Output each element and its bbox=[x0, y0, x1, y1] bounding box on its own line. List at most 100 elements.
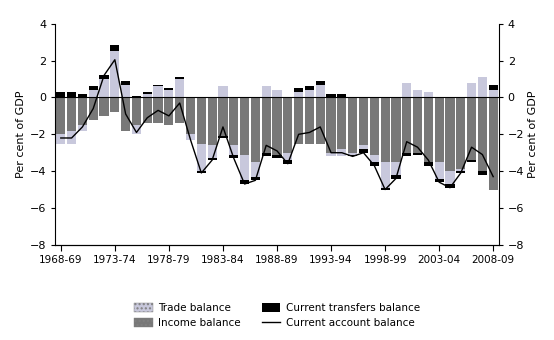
Bar bbox=[56, 98, 65, 134]
Bar bbox=[240, 98, 249, 155]
Bar bbox=[240, 180, 249, 184]
Bar bbox=[316, 81, 325, 85]
Bar bbox=[359, 149, 368, 153]
Bar bbox=[348, 153, 357, 155]
Bar bbox=[337, 98, 346, 149]
Bar bbox=[305, 86, 314, 90]
Bar bbox=[391, 98, 401, 162]
Bar bbox=[100, 98, 109, 116]
Y-axis label: Per cent of GDP: Per cent of GDP bbox=[529, 90, 538, 178]
Bar bbox=[143, 92, 152, 94]
Bar bbox=[413, 153, 422, 155]
Bar bbox=[197, 143, 206, 171]
Bar bbox=[381, 98, 389, 162]
Bar bbox=[326, 153, 336, 156]
Bar bbox=[434, 98, 444, 162]
Bar bbox=[132, 96, 141, 98]
Bar bbox=[132, 125, 141, 134]
Bar bbox=[89, 98, 98, 120]
Bar bbox=[402, 153, 411, 156]
Bar bbox=[348, 98, 357, 153]
Bar bbox=[445, 171, 454, 184]
Bar bbox=[326, 94, 336, 98]
Bar bbox=[294, 92, 303, 98]
Bar bbox=[165, 98, 173, 125]
Bar bbox=[218, 136, 228, 138]
Legend: Trade balance, Income balance, Current transfers balance, Current account balanc: Trade balance, Income balance, Current t… bbox=[134, 303, 420, 328]
Bar bbox=[381, 162, 389, 188]
Bar bbox=[294, 88, 303, 92]
Bar bbox=[218, 98, 228, 136]
Bar bbox=[175, 98, 184, 123]
Bar bbox=[456, 171, 465, 173]
Bar bbox=[251, 98, 260, 162]
Bar bbox=[110, 51, 120, 98]
Bar bbox=[110, 45, 120, 51]
Bar bbox=[381, 188, 389, 190]
Bar bbox=[78, 125, 87, 131]
Bar bbox=[402, 98, 411, 153]
Bar bbox=[100, 75, 109, 79]
Y-axis label: Per cent of GDP: Per cent of GDP bbox=[16, 90, 25, 178]
Bar bbox=[153, 98, 163, 123]
Bar bbox=[283, 160, 293, 164]
Bar bbox=[413, 98, 422, 153]
Bar bbox=[143, 98, 152, 123]
Bar bbox=[100, 79, 109, 98]
Bar bbox=[283, 98, 293, 153]
Bar bbox=[467, 98, 476, 160]
Bar bbox=[89, 90, 98, 98]
Bar bbox=[370, 155, 379, 162]
Bar bbox=[132, 98, 141, 125]
Bar bbox=[208, 146, 217, 158]
Bar bbox=[305, 98, 314, 143]
Bar bbox=[337, 149, 346, 156]
Bar bbox=[337, 94, 346, 98]
Bar bbox=[110, 98, 120, 112]
Bar bbox=[208, 98, 217, 146]
Bar bbox=[186, 98, 195, 134]
Bar bbox=[402, 83, 411, 98]
Bar bbox=[467, 160, 476, 162]
Bar bbox=[456, 169, 465, 171]
Bar bbox=[326, 98, 336, 153]
Bar bbox=[121, 98, 130, 131]
Bar bbox=[261, 153, 271, 156]
Bar bbox=[316, 98, 325, 143]
Bar bbox=[489, 90, 498, 98]
Bar bbox=[445, 98, 454, 171]
Bar bbox=[283, 153, 293, 160]
Bar bbox=[434, 162, 444, 179]
Bar bbox=[478, 77, 487, 98]
Bar bbox=[121, 81, 130, 85]
Bar bbox=[229, 155, 238, 158]
Bar bbox=[78, 98, 87, 125]
Bar bbox=[56, 92, 65, 98]
Bar bbox=[413, 90, 422, 98]
Bar bbox=[348, 155, 357, 156]
Bar bbox=[121, 85, 130, 98]
Bar bbox=[261, 98, 271, 153]
Bar bbox=[391, 162, 401, 175]
Bar bbox=[370, 98, 379, 155]
Bar bbox=[175, 79, 184, 98]
Bar bbox=[153, 85, 163, 86]
Bar bbox=[359, 146, 368, 149]
Bar bbox=[143, 94, 152, 98]
Bar bbox=[175, 77, 184, 79]
Bar bbox=[208, 158, 217, 160]
Bar bbox=[467, 83, 476, 98]
Bar bbox=[445, 184, 454, 188]
Bar bbox=[251, 162, 260, 177]
Bar bbox=[370, 162, 379, 166]
Bar bbox=[489, 98, 498, 190]
Bar bbox=[240, 155, 249, 180]
Bar bbox=[197, 171, 206, 173]
Bar bbox=[186, 134, 195, 140]
Bar bbox=[424, 98, 433, 162]
Bar bbox=[294, 98, 303, 143]
Bar bbox=[229, 98, 238, 146]
Bar bbox=[153, 86, 163, 98]
Bar bbox=[489, 85, 498, 90]
Bar bbox=[251, 177, 260, 180]
